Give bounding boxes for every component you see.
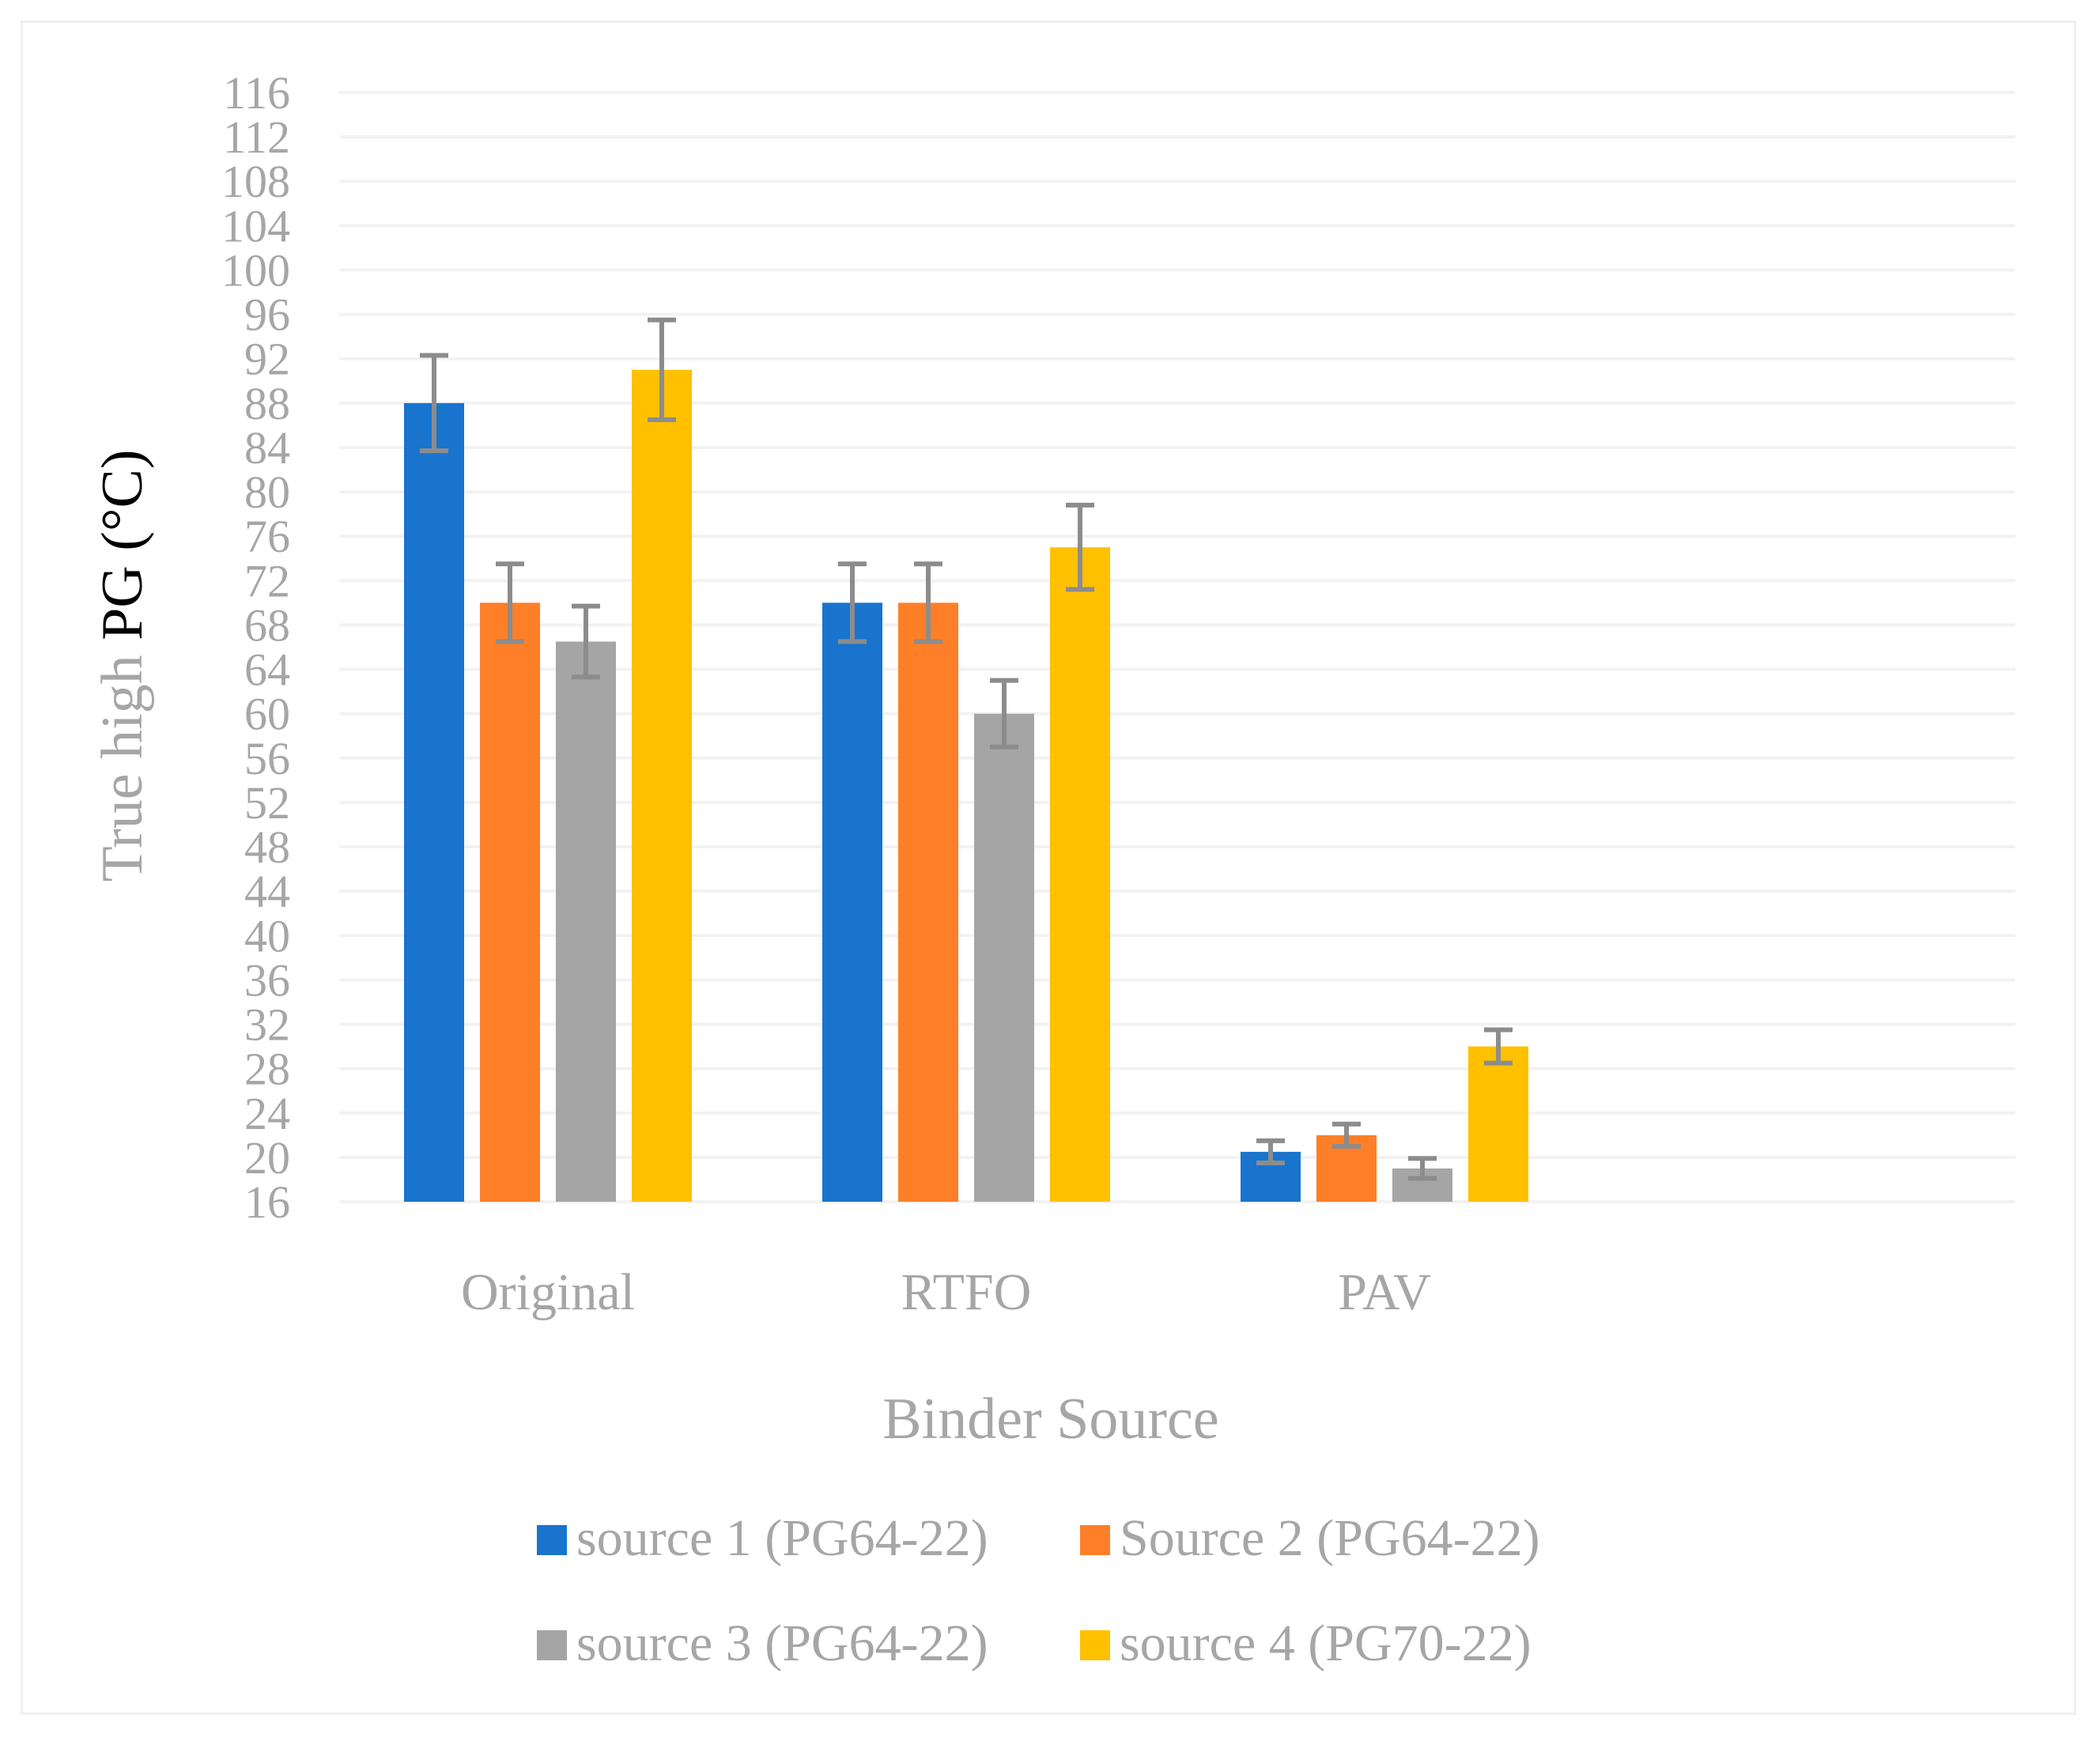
y-tick-label: 108	[221, 156, 290, 207]
y-tick-label: 20	[244, 1132, 290, 1184]
legend-label: source 1 (PG64-22)	[576, 1509, 988, 1567]
category-label: Original	[461, 1263, 635, 1321]
y-tick-label: 88	[244, 378, 290, 429]
legend-item: Source 2 (PG64-22)	[1080, 1509, 1540, 1567]
y-tick-label: 80	[244, 466, 290, 518]
error-bar	[990, 678, 1018, 750]
bar	[404, 402, 464, 1203]
category-label: RTFO	[901, 1263, 1032, 1321]
y-axis-title-light: True high	[90, 640, 155, 882]
legend-label: source 4 (PG70-22)	[1120, 1614, 1532, 1672]
y-tick-label: 96	[244, 289, 290, 341]
y-tick-label: 76	[244, 511, 290, 562]
bar	[974, 713, 1034, 1202]
category-label: PAV	[1338, 1263, 1430, 1321]
y-tick-label: 48	[244, 821, 290, 873]
y-tick-label: 68	[244, 599, 290, 651]
y-tick-label: 104	[221, 200, 290, 251]
error-bar	[1484, 1027, 1513, 1066]
gridlines	[339, 91, 2015, 1203]
error-bar	[496, 561, 524, 644]
error-bar	[648, 317, 676, 422]
legend-item: source 3 (PG64-22)	[537, 1614, 988, 1672]
y-tick-label: 56	[244, 733, 290, 784]
y-axis-ticks: 1620242832364044485256606468727680848892…	[221, 67, 290, 1228]
bar	[632, 369, 692, 1202]
error-bar	[1066, 502, 1094, 592]
legend-swatch	[1080, 1525, 1110, 1555]
legend-label: source 3 (PG64-22)	[576, 1614, 988, 1672]
legend-swatch	[537, 1525, 567, 1555]
bars	[404, 369, 1528, 1203]
chart-frame: 16 20 24 28 32 36 40 44 48 52 56 60 64 68 72 76 80 84 88 92…	[21, 21, 2076, 1715]
error-bar	[1256, 1138, 1285, 1165]
legend: source 1 (PG64-22) Source 2 (PG64-22) sour…	[537, 1509, 1540, 1672]
y-tick-label: 84	[244, 422, 290, 474]
error-bar	[914, 561, 942, 644]
y-tick-label: 28	[244, 1044, 290, 1095]
legend-item: source 1 (PG64-22)	[537, 1509, 988, 1567]
y-tick-label: 60	[244, 689, 290, 740]
y-tick-label: 24	[244, 1088, 290, 1139]
bar	[822, 602, 882, 1202]
y-axis-title-dark: PG (°C)	[90, 450, 155, 640]
legend-label: Source 2 (PG64-22)	[1120, 1509, 1540, 1567]
legend-swatch	[537, 1630, 567, 1660]
error-bar	[1408, 1156, 1437, 1181]
y-tick-label: 40	[244, 910, 290, 961]
y-tick-label: 92	[244, 334, 290, 385]
legend-swatch	[1080, 1630, 1110, 1660]
y-tick-label: 36	[244, 954, 290, 1006]
bar	[898, 602, 958, 1202]
error-bars	[420, 317, 1513, 1181]
bar-chart: 1620242832364044485256606468727680848892…	[90, 67, 2015, 1672]
y-tick-label: 100	[221, 244, 290, 296]
error-bar	[838, 561, 867, 644]
bar	[1468, 1046, 1528, 1202]
bar	[480, 602, 540, 1202]
y-axis-title: True high PG (°C)	[90, 450, 155, 882]
bar	[1050, 547, 1110, 1202]
y-tick-label: 64	[244, 644, 290, 696]
error-bar	[1332, 1121, 1361, 1149]
y-tick-label: 72	[244, 555, 290, 606]
y-tick-label: 116	[223, 67, 290, 119]
y-tick-label: 52	[244, 777, 290, 829]
bar	[556, 641, 616, 1202]
y-tick-label: 32	[244, 999, 290, 1051]
y-tick-label: 16	[244, 1176, 290, 1228]
error-bar	[420, 353, 448, 454]
x-axis-categories: Original RTFO PAV	[461, 1263, 1431, 1321]
y-tick-label: 112	[223, 111, 290, 163]
x-axis-title: Binder Source	[882, 1387, 1218, 1452]
legend-item: source 4 (PG70-22)	[1080, 1614, 1532, 1672]
error-bar	[572, 603, 600, 680]
y-tick-label: 44	[244, 866, 290, 917]
